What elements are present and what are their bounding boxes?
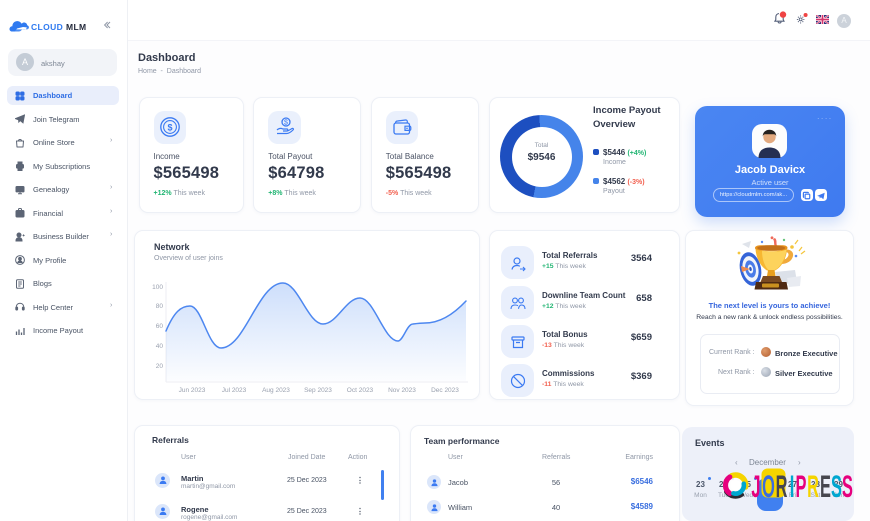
svg-text:P: P (796, 469, 807, 504)
svg-text:80: 80 (156, 303, 164, 310)
svg-text:Dec 2023: Dec 2023 (431, 387, 459, 394)
svg-text:I: I (790, 469, 795, 504)
svg-text:Oct 2023: Oct 2023 (347, 387, 374, 394)
svg-text:$: $ (284, 120, 288, 127)
svg-text:Sep 2023: Sep 2023 (304, 387, 332, 394)
svg-text:60: 60 (156, 323, 164, 330)
svg-text:Aug 2023: Aug 2023 (262, 387, 290, 394)
svg-text:S: S (831, 469, 842, 504)
svg-text:R: R (807, 469, 819, 504)
svg-text:Jun 2023: Jun 2023 (179, 387, 206, 394)
svg-text:$: $ (167, 123, 172, 133)
svg-text:J: J (751, 469, 760, 504)
svg-text:Jul 2023: Jul 2023 (222, 387, 247, 394)
svg-text:O: O (762, 469, 775, 504)
svg-text:40: 40 (156, 343, 164, 350)
svg-text:20: 20 (156, 363, 164, 370)
svg-text:Nov 2023: Nov 2023 (388, 387, 416, 394)
svg-text:100: 100 (152, 284, 163, 291)
svg-text:E: E (820, 469, 831, 504)
svg-text:R: R (776, 469, 788, 504)
svg-text:S: S (842, 469, 853, 504)
